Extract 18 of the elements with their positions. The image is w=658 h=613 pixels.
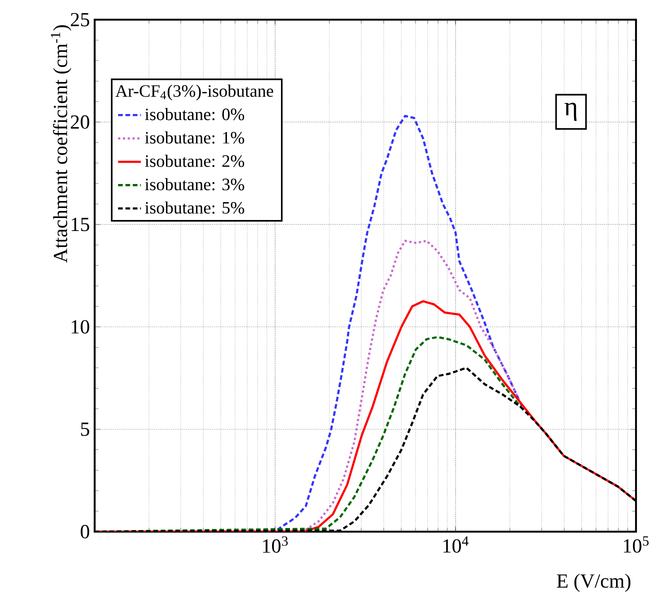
annotation: η: [564, 102, 577, 121]
x-axis-title: E (V/cm): [556, 574, 630, 592]
legend-label: isobutane: 2%: [144, 154, 244, 168]
y-tick-label: 5: [81, 422, 90, 436]
x-tick-label: 10$^{4}$: [443, 536, 468, 553]
x-tick-label: 10$^{5}$: [624, 536, 649, 553]
legend-label: isobutane: 5%: [144, 201, 244, 214]
legend-label: isobutane: 1%: [144, 131, 244, 144]
legend-label: isobutane: 0%: [144, 108, 244, 120]
y-axis-title: Attachment coefficient (cm$^{-1}$): [50, 25, 72, 263]
y-tick-label: 10: [72, 320, 90, 334]
y-tick-label: 15: [72, 218, 90, 232]
legend-label: isobutane: 3%: [144, 178, 244, 190]
x-tick-label: 10$^{3}$: [263, 536, 288, 553]
y-tick-label: 20: [70, 115, 90, 129]
y-tick-label: 0: [80, 524, 90, 538]
y-tick-label: 25: [70, 12, 90, 26]
legend-title: Ar-CF$_{4}$(3%)-isobutane: [115, 84, 274, 100]
